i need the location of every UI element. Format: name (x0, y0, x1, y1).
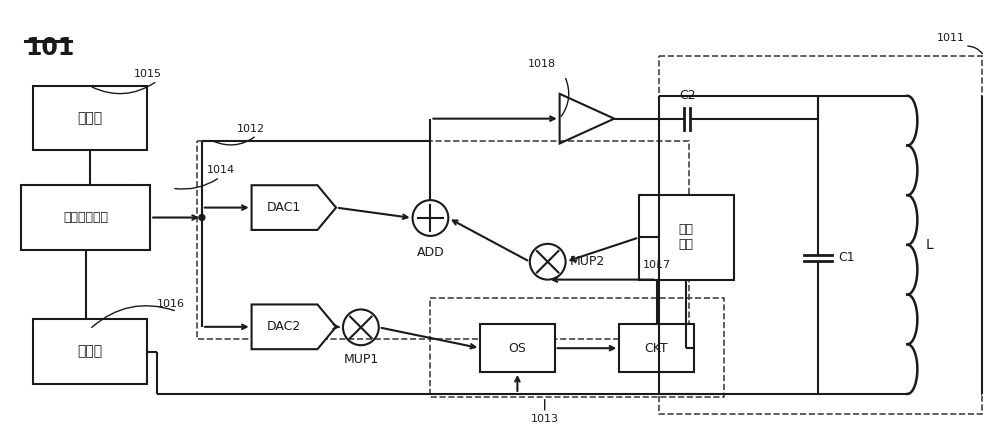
Text: OS: OS (508, 342, 526, 355)
Bar (21, 185, 150, 250)
Bar (430, 298, 724, 397)
Text: 1013: 1013 (531, 414, 559, 424)
Text: MUP1: MUP1 (343, 353, 379, 366)
Text: 控制器: 控制器 (78, 345, 103, 359)
Text: 101: 101 (25, 36, 74, 60)
Text: 1012: 1012 (237, 123, 265, 134)
Polygon shape (252, 304, 336, 349)
Bar (639, 195, 734, 280)
Text: MUP2: MUP2 (570, 255, 605, 268)
Bar (619, 324, 694, 372)
Polygon shape (252, 185, 336, 230)
Text: ADD: ADD (417, 246, 444, 259)
Text: 存储器: 存储器 (78, 111, 103, 125)
Text: C2: C2 (679, 89, 696, 102)
Text: C1: C1 (838, 251, 854, 264)
Bar (659, 56, 982, 414)
Text: L: L (925, 238, 933, 252)
Bar (480, 324, 555, 372)
Text: 1015: 1015 (134, 69, 162, 79)
Text: DAC1: DAC1 (267, 201, 301, 214)
Text: DAC2: DAC2 (267, 320, 301, 333)
Text: 1017: 1017 (643, 260, 671, 270)
Text: 解调
电路: 解调 电路 (679, 224, 694, 251)
Bar (33, 319, 147, 384)
Text: 1016: 1016 (157, 299, 185, 310)
Bar (197, 141, 689, 339)
Circle shape (199, 214, 205, 220)
Text: 1018: 1018 (528, 59, 556, 69)
Text: 信号生成电路: 信号生成电路 (63, 211, 108, 224)
Text: CKT: CKT (645, 342, 668, 355)
Text: 1011: 1011 (937, 33, 965, 43)
Bar (33, 86, 147, 150)
Text: 1014: 1014 (207, 165, 235, 175)
